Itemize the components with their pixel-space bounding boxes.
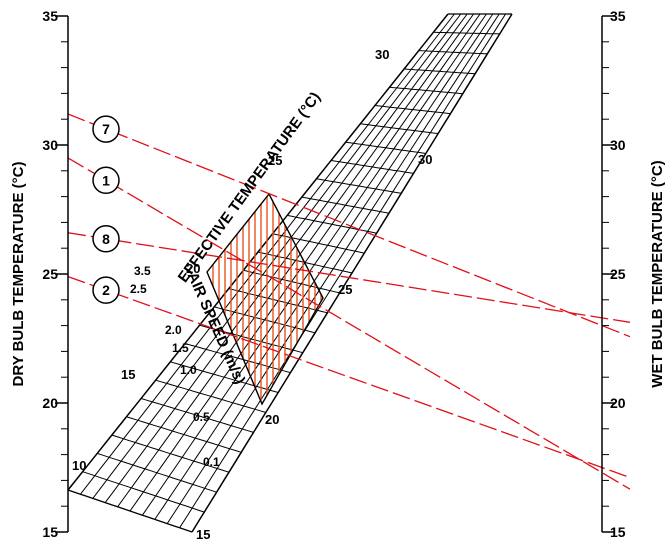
- case-marker-label: 1: [102, 172, 110, 188]
- wet-bulb-tick-labels: 35 30 25 20 15: [610, 8, 626, 540]
- effective-temperature-labels: 10 15 15 20 20 25 25 30 30: [72, 47, 432, 542]
- air-speed-label: 2.0: [165, 323, 182, 337]
- case-marker-label: 2: [102, 282, 110, 298]
- et-label-15-lower: 15: [196, 527, 210, 542]
- dry-bulb-axis-title: DRY BULB TEMPERATURE (°C): [10, 162, 27, 387]
- air-speed-line: [179, 13, 507, 529]
- case-marker-circle: [92, 225, 120, 253]
- case-line: [67, 157, 631, 490]
- et-label-20-lower: 20: [265, 412, 279, 427]
- temperature-axes: [55, 15, 615, 533]
- comfort-zone-outline: [206, 192, 324, 406]
- case-line: [67, 275, 631, 479]
- air-speed-line: [117, 13, 475, 508]
- air-speed-label: 3.5: [134, 264, 151, 278]
- air-speed-line: [104, 13, 468, 503]
- dry-bulb-tick-label: 30: [42, 137, 58, 153]
- case-line: [67, 232, 631, 323]
- dry-bulb-tick-labels: 35 30 25 20 15: [42, 8, 58, 540]
- et-label-15-upper: 15: [121, 367, 135, 382]
- case-marker-label: 8: [102, 231, 110, 247]
- wet-bulb-tick-label: 25: [610, 266, 626, 282]
- air-speed-line: [141, 13, 487, 516]
- air-speed-label: 0.1: [203, 455, 220, 469]
- air-speed-line: [166, 13, 500, 524]
- dry-bulb-tick-label: 25: [42, 266, 58, 282]
- air-speed-line: [191, 13, 513, 533]
- air-speed-line: [154, 13, 494, 520]
- case-marker-label: 7: [102, 121, 110, 137]
- air-speed-line: [92, 13, 462, 499]
- et-label-10: 10: [72, 458, 86, 473]
- case-marker-circle: [92, 276, 120, 304]
- air-speed-label: 1.5: [172, 341, 189, 355]
- case-lines: [67, 113, 631, 490]
- case-markers: 7 1 8 2: [92, 115, 120, 304]
- dry-bulb-tick-label: 35: [42, 8, 58, 24]
- dry-bulb-tick-label: 20: [42, 395, 58, 411]
- case-marker-circle: [92, 115, 120, 143]
- et-label-30-upper: 30: [375, 47, 389, 62]
- et-label-30-lower: 30: [418, 152, 432, 167]
- et-label-20-upper: 20: [186, 261, 200, 276]
- wet-bulb-tick-label: 20: [610, 395, 626, 411]
- air-speed-label: 0.5: [193, 410, 210, 424]
- air-speed-label: 1.0: [180, 363, 197, 377]
- wet-bulb-tick-label: 30: [610, 137, 626, 153]
- et-label-25-upper: 25: [268, 153, 282, 168]
- dry-bulb-tick-label: 15: [42, 524, 58, 540]
- wet-bulb-tick-label: 15: [610, 524, 626, 540]
- air-speed-labels: 3.5 2.5 2.0 1.5 1.0 0.5 0.1: [130, 264, 220, 469]
- case-marker-circle: [92, 166, 120, 195]
- air-speed-line: [67, 13, 449, 491]
- case-line: [67, 113, 631, 338]
- et-label-25-lower: 25: [338, 282, 352, 297]
- wet-bulb-tick-label: 35: [610, 8, 626, 24]
- air-speed-label: 2.5: [130, 282, 147, 296]
- wet-bulb-axis-title: WET BULB TEMPERATURE (°C): [649, 160, 666, 387]
